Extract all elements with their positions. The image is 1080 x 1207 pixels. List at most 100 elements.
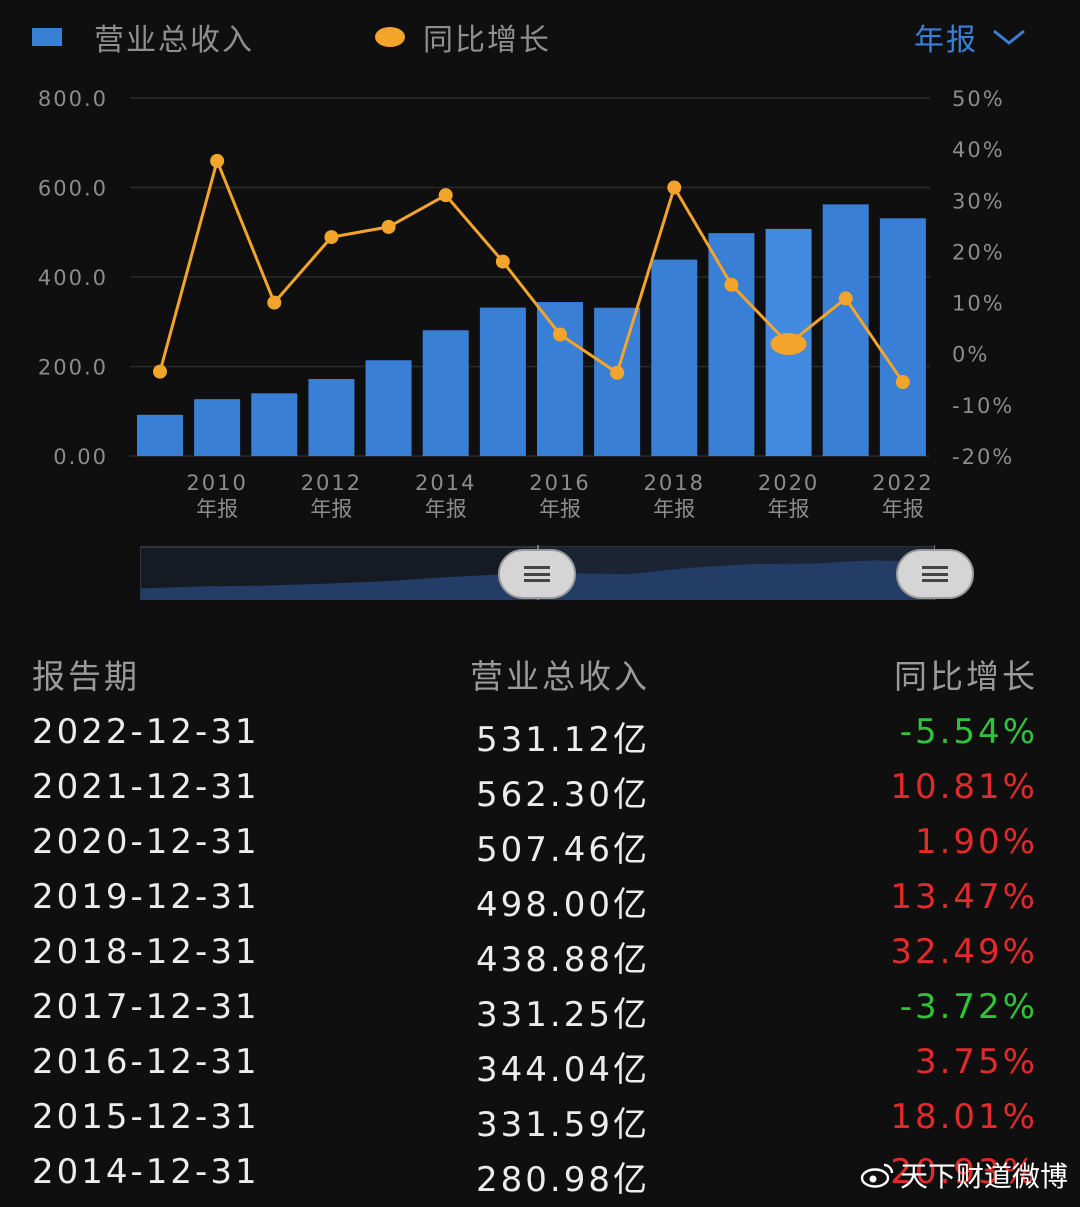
growth-point bbox=[153, 364, 167, 379]
header-growth: 同比增长 bbox=[894, 657, 1038, 696]
growth-point bbox=[838, 291, 853, 306]
growth-point bbox=[438, 188, 453, 203]
period-selector[interactable]: 年报 bbox=[914, 14, 1026, 60]
watermark-text: 天下财道微博 bbox=[899, 1160, 1068, 1193]
header-period: 报告期 bbox=[32, 657, 140, 696]
revenue-bar bbox=[251, 393, 298, 456]
left-axis-tick: 600.0 bbox=[38, 177, 108, 201]
table-row[interactable]: 2022-12-31 531.12亿 -5.54% bbox=[0, 712, 1080, 767]
row-growth: -3.72% bbox=[899, 987, 1038, 1027]
legend-revenue[interactable]: 营业总收入 bbox=[32, 14, 254, 60]
revenue-bar bbox=[194, 399, 241, 456]
row-growth: 3.75% bbox=[914, 1042, 1038, 1082]
revenue-bar bbox=[308, 379, 355, 456]
row-growth: 32.49% bbox=[890, 932, 1038, 972]
revenue-bar bbox=[537, 302, 583, 456]
legend-revenue-label: 营业总收入 bbox=[94, 23, 254, 58]
x-axis-tick-suffix: 年报 bbox=[768, 497, 810, 521]
table-row[interactable]: 2015-12-31 331.59亿 18.01% bbox=[0, 1097, 1080, 1152]
right-axis-tick: 0% bbox=[952, 343, 989, 367]
watermark: 天下财道微博 bbox=[860, 1155, 1068, 1195]
growth-point bbox=[553, 327, 567, 342]
growth-line bbox=[158, 156, 905, 383]
navigator-left-handle[interactable] bbox=[498, 549, 576, 599]
table-row[interactable]: 2016-12-31 344.04亿 3.75% bbox=[0, 1042, 1080, 1097]
row-date: 2020-12-31 bbox=[32, 822, 260, 862]
drag-grip-icon bbox=[524, 566, 550, 582]
x-axis-tick-suffix: 年报 bbox=[425, 497, 467, 521]
table-row[interactable]: 2021-12-31 562.30亿 10.81% bbox=[0, 767, 1080, 822]
growth-point bbox=[610, 365, 625, 380]
table-header: 报告期 营业总收入 同比增长 bbox=[0, 650, 1080, 712]
row-revenue: 280.98亿 bbox=[476, 1160, 650, 1200]
revenue-table: 报告期 营业总收入 同比增长 2022-12-31 531.12亿 -5.54% 20… bbox=[0, 650, 1080, 1207]
row-revenue: 344.04亿 bbox=[476, 1050, 650, 1090]
x-axis-tick: 2016 bbox=[529, 471, 590, 495]
row-growth: 13.47% bbox=[890, 877, 1038, 917]
row-revenue: 498.00亿 bbox=[476, 885, 650, 925]
revenue-bar bbox=[479, 307, 526, 456]
right-axis-tick: -10% bbox=[952, 394, 1014, 418]
growth-point bbox=[381, 219, 396, 234]
x-axis-tick-suffix: 年报 bbox=[539, 497, 581, 521]
growth-point bbox=[770, 332, 807, 355]
x-axis-tick: 2018 bbox=[644, 471, 705, 495]
row-revenue: 507.46亿 bbox=[476, 830, 650, 870]
table-row[interactable]: 2018-12-31 438.88亿 32.49% bbox=[0, 932, 1080, 987]
x-axis-tick: 2020 bbox=[758, 471, 819, 495]
x-axis-tick-suffix: 年报 bbox=[310, 497, 352, 521]
drag-grip-icon bbox=[922, 566, 948, 582]
table-row[interactable]: 2017-12-31 331.25亿 -3.72% bbox=[0, 987, 1080, 1042]
row-date: 2015-12-31 bbox=[32, 1097, 260, 1137]
growth-point bbox=[210, 153, 225, 168]
row-growth: -5.54% bbox=[899, 712, 1038, 752]
row-date: 2022-12-31 bbox=[32, 712, 260, 752]
chart-legend: 营业总收入 同比增长 年报 bbox=[0, 14, 1080, 60]
left-axis-tick: 400.0 bbox=[38, 266, 108, 290]
left-axis-tick: 200.0 bbox=[38, 356, 108, 380]
growth-point bbox=[667, 180, 682, 195]
row-revenue: 562.30亿 bbox=[476, 775, 650, 815]
legend-growth[interactable]: 同比增长 bbox=[375, 14, 551, 60]
right-axis-tick: 20% bbox=[952, 240, 1005, 264]
row-date: 2017-12-31 bbox=[32, 987, 260, 1027]
revenue-bar bbox=[137, 414, 183, 456]
table-row[interactable]: 2020-12-31 507.46亿 1.90% bbox=[0, 822, 1080, 877]
x-axis-tick: 2010 bbox=[186, 471, 247, 495]
growth-point bbox=[495, 254, 510, 269]
right-axis-tick: -20% bbox=[952, 445, 1014, 469]
row-revenue: 438.88亿 bbox=[476, 940, 650, 980]
navigator-right-handle[interactable] bbox=[896, 549, 974, 599]
revenue-bar bbox=[651, 259, 698, 456]
table-row[interactable]: 2014-12-31 280.98亿 20.93% bbox=[0, 1152, 1080, 1207]
row-date: 2019-12-31 bbox=[32, 877, 260, 917]
row-growth: 10.81% bbox=[890, 767, 1038, 807]
row-date: 2016-12-31 bbox=[32, 1042, 260, 1082]
growth-point bbox=[324, 230, 339, 245]
row-date: 2018-12-31 bbox=[32, 932, 260, 972]
right-axis-tick: 40% bbox=[952, 138, 1005, 162]
header-revenue: 营业总收入 bbox=[470, 657, 650, 696]
table-row[interactable]: 2019-12-31 498.00亿 13.47% bbox=[0, 877, 1080, 932]
table-body: 2022-12-31 531.12亿 -5.54% 2021-12-31 562.30亿… bbox=[0, 712, 1080, 1207]
row-growth: 1.90% bbox=[914, 822, 1038, 862]
x-axis-tick-suffix: 年报 bbox=[653, 497, 695, 521]
revenue-bar bbox=[708, 233, 755, 456]
row-revenue: 331.59亿 bbox=[476, 1105, 650, 1145]
growth-swatch-icon bbox=[375, 27, 405, 47]
growth-point bbox=[724, 277, 739, 292]
revenue-bar bbox=[365, 360, 412, 456]
row-revenue: 531.12亿 bbox=[476, 720, 650, 760]
revenue-growth-chart[interactable]: 0.00 200.0 400.0 600.0 800.0 -20% -10% 0% 10% 20%… bbox=[0, 70, 1080, 530]
row-growth: 20.93% bbox=[890, 1152, 1038, 1192]
left-axis-tick: 0.00 bbox=[53, 445, 108, 469]
right-axis-tick: 30% bbox=[952, 189, 1005, 213]
x-axis-tick: 2014 bbox=[415, 471, 476, 495]
row-revenue: 331.25亿 bbox=[476, 995, 650, 1035]
chevron-down-icon bbox=[993, 29, 1025, 45]
revenue-bar bbox=[594, 307, 641, 456]
x-axis-tick-suffix: 年报 bbox=[196, 497, 238, 521]
range-navigator[interactable] bbox=[140, 545, 974, 600]
weibo-icon bbox=[860, 1163, 894, 1188]
row-date: 2014-12-31 bbox=[32, 1152, 260, 1192]
